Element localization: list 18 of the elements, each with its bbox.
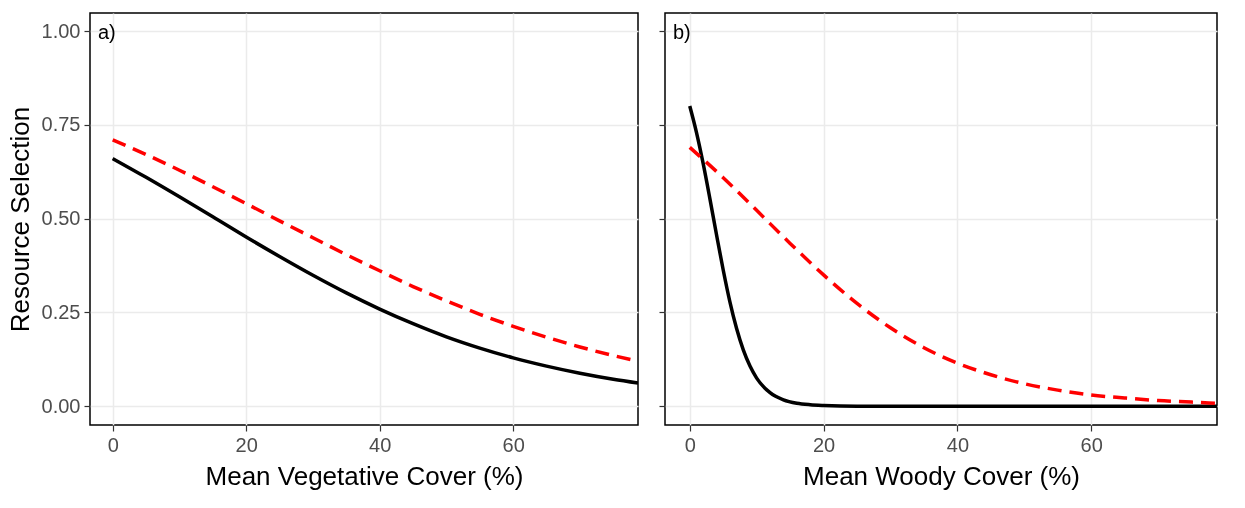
y-tick-label: 0.75: [41, 113, 81, 136]
x-tick-label: 0: [684, 433, 696, 456]
x-tick-label: 60: [502, 433, 525, 456]
x-tick-label: 40: [369, 433, 392, 456]
x-axis-title: Mean Vegetative Cover (%): [205, 460, 524, 491]
y-axis-title: Resource Selection: [4, 106, 35, 333]
x-tick-label: 20: [235, 433, 258, 456]
y-tick-label: 1.00: [41, 19, 81, 42]
y-tick-label: 0.50: [41, 207, 81, 230]
y-tick-label: 0.00: [41, 394, 81, 417]
y-tick-label: 0.25: [41, 300, 81, 323]
x-tick-label: 40: [946, 433, 970, 456]
x-tick-label: 20: [812, 433, 836, 456]
annotation: b): [673, 21, 691, 43]
annotation: a): [98, 21, 116, 43]
x-tick-label: 60: [1080, 433, 1103, 456]
x-axis-title: Mean Woody Cover (%): [803, 460, 1080, 491]
x-tick-label: 0: [107, 433, 119, 456]
